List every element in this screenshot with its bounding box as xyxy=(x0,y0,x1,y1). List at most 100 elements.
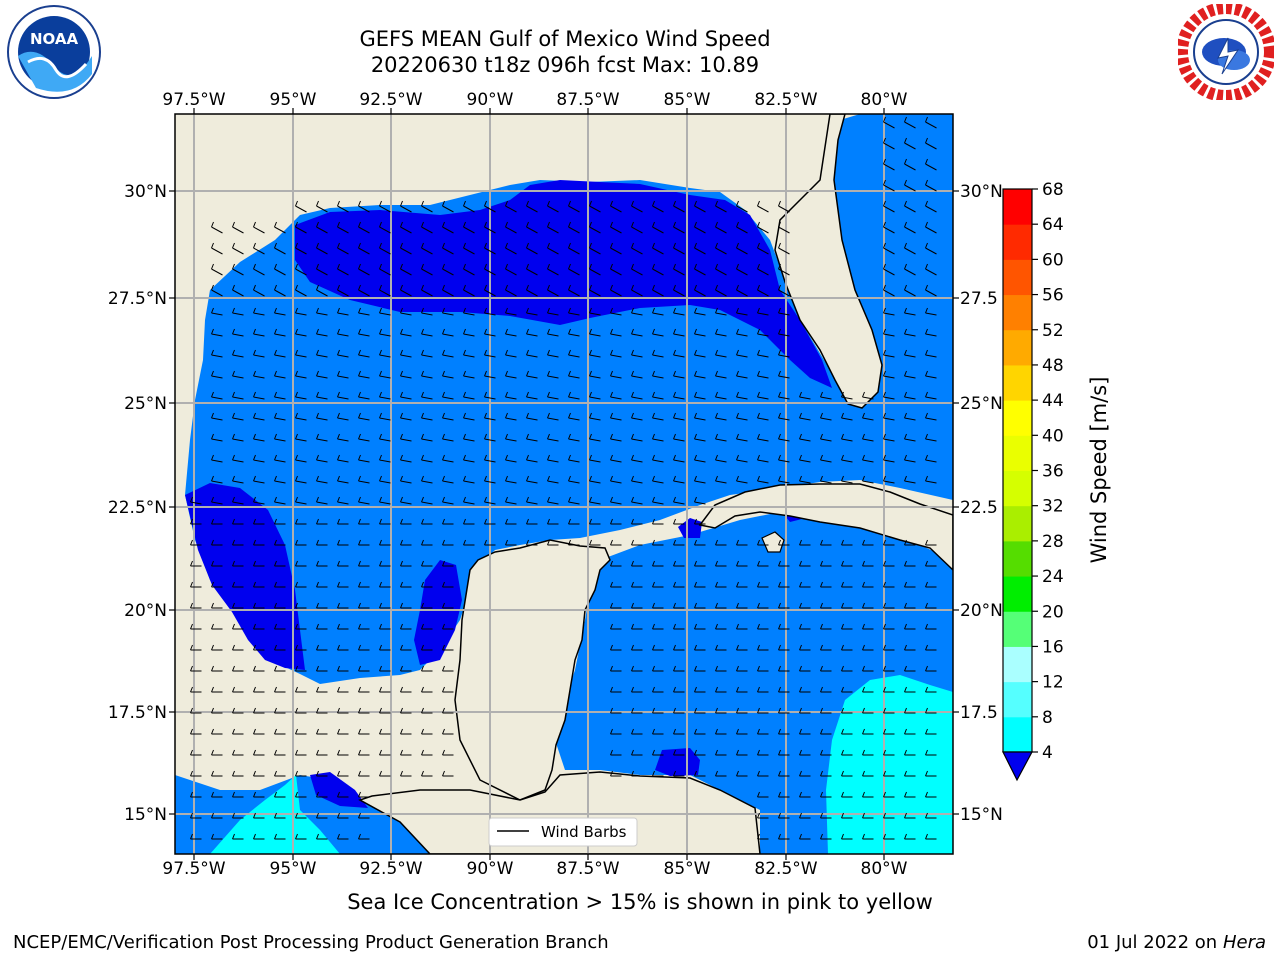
yucatan-peninsula xyxy=(454,539,611,801)
wind-barb xyxy=(484,307,496,316)
wind-barb xyxy=(925,707,937,714)
wind-barb xyxy=(757,707,769,714)
wind-barb xyxy=(778,812,790,819)
wind-barb xyxy=(379,518,391,525)
wind-barb xyxy=(379,221,391,234)
wind-barb xyxy=(715,200,727,213)
wind-barb xyxy=(568,242,580,255)
wind-barb xyxy=(190,770,202,777)
wind-barb xyxy=(547,328,559,337)
wind-barb xyxy=(925,644,937,651)
wind-barbs-field xyxy=(190,116,937,840)
wind-barb xyxy=(253,518,265,525)
wind-barb xyxy=(631,475,643,484)
wind-barb xyxy=(295,200,307,213)
wind-barb xyxy=(757,623,769,630)
wind-barb xyxy=(757,200,769,213)
wind-barb xyxy=(295,391,307,400)
wind-barb xyxy=(799,560,811,567)
wind-barb xyxy=(841,686,853,693)
wind-barb xyxy=(547,475,559,484)
wind-barb xyxy=(736,602,748,609)
wind-barb xyxy=(505,263,517,276)
wind-barb xyxy=(862,454,874,463)
wind-barb xyxy=(715,391,727,400)
wind-barb xyxy=(295,496,307,505)
bottom-lon-label: 85°W xyxy=(664,859,711,879)
wind-barb xyxy=(484,221,496,234)
wind-barb xyxy=(820,728,832,735)
wind-barb xyxy=(442,728,454,735)
wind-barb xyxy=(274,791,286,798)
wind-barb xyxy=(778,242,790,255)
colorbar-segment xyxy=(1003,364,1032,401)
wind-barb xyxy=(274,833,286,840)
wind-barb xyxy=(190,581,202,588)
wind-barb xyxy=(610,370,622,379)
wind-barb xyxy=(232,665,244,672)
wind-barb xyxy=(631,518,643,525)
wind-barb xyxy=(925,812,937,819)
wind-barb xyxy=(736,686,748,693)
wind-barb xyxy=(253,412,265,421)
graticule xyxy=(175,114,953,854)
wind-barb xyxy=(589,263,601,276)
colorbar-segment xyxy=(1003,224,1032,260)
wind-barb xyxy=(883,623,895,630)
wind-barb xyxy=(253,496,265,505)
wind-barb xyxy=(274,707,286,714)
wind-barb xyxy=(883,284,895,297)
wind-barb xyxy=(232,644,244,651)
wind-barb xyxy=(358,263,370,276)
wind-barb xyxy=(652,242,664,255)
wind-barb xyxy=(274,644,286,651)
wind-barb xyxy=(925,328,937,337)
wind-barb xyxy=(736,581,748,588)
colorbar-segment xyxy=(1003,329,1032,366)
left-lat-label: 30°N xyxy=(124,182,167,202)
wind-barb xyxy=(316,560,328,567)
wind-barb xyxy=(610,475,622,484)
wind-barb xyxy=(904,728,916,735)
wind-barb xyxy=(463,200,475,213)
wind-barb xyxy=(253,644,265,651)
wind-barb xyxy=(631,200,643,213)
left-lat-label: 20°N xyxy=(124,601,167,621)
wind-barb xyxy=(379,200,391,213)
wind-barb xyxy=(694,263,706,276)
wind-barb xyxy=(694,284,706,297)
wind-barb xyxy=(232,749,244,756)
wind-barb xyxy=(274,665,286,672)
wind-barb xyxy=(652,307,664,316)
wind-barb xyxy=(778,602,790,609)
wind-barb xyxy=(463,454,475,463)
wind-barb xyxy=(316,644,328,651)
wind-barb xyxy=(211,433,223,442)
wind-barb xyxy=(673,749,685,756)
wind-barb xyxy=(820,644,832,651)
left-lat-label: 15°N xyxy=(124,805,167,825)
wind-barb xyxy=(232,833,244,840)
wind-barb xyxy=(736,200,748,213)
wind-barb xyxy=(337,560,349,567)
wind-barb xyxy=(820,412,832,421)
wind-barb xyxy=(253,665,265,672)
wind-barb xyxy=(904,812,916,819)
wind-barb xyxy=(400,263,412,276)
wind-barb xyxy=(211,833,223,840)
wind-barb xyxy=(316,475,328,484)
wind-barb xyxy=(190,518,202,525)
wind-barb xyxy=(694,539,706,546)
wind-barb xyxy=(442,263,454,276)
wind-barb xyxy=(715,433,727,442)
wind-barb xyxy=(631,242,643,255)
wind-barb xyxy=(652,454,664,463)
wind-barb xyxy=(820,812,832,819)
wind-barb xyxy=(904,560,916,567)
wind-barb xyxy=(232,242,244,255)
footer-date-text: 01 Jul 2022 on xyxy=(1087,932,1223,953)
wind-barb xyxy=(631,307,643,316)
colorbar-tick-label: 60 xyxy=(1042,250,1064,270)
wind-barb xyxy=(316,433,328,442)
wind-barb xyxy=(841,644,853,651)
